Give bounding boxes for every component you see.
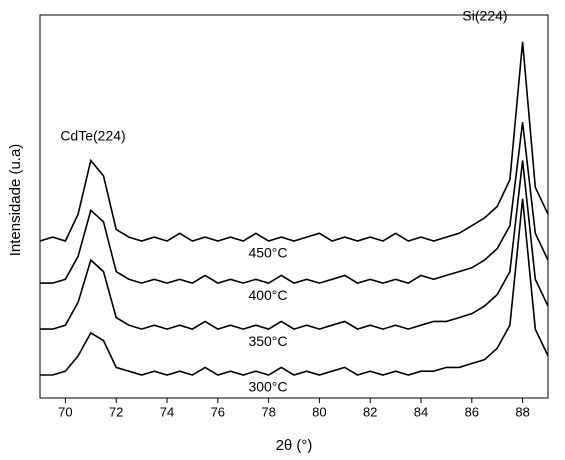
trace — [40, 122, 549, 284]
trace — [39, 41, 549, 242]
x-tick-label: 76 — [211, 404, 225, 419]
annotation: CdTe(224) — [60, 128, 125, 144]
x-axis-label: 2θ (°) — [276, 437, 313, 454]
x-tick-label: 80 — [312, 404, 326, 419]
trace — [40, 198, 549, 376]
y-axis-label: Intensidade (u.a) — [7, 144, 24, 257]
series-label: 450°C — [248, 245, 287, 261]
x-tick-label: 74 — [160, 404, 174, 419]
x-tick-label: 86 — [465, 404, 479, 419]
plot-frame — [39, 14, 549, 399]
x-tick-label: 72 — [109, 404, 123, 419]
series-label: 350°C — [248, 333, 287, 349]
x-tick-label: 70 — [58, 404, 72, 419]
series-label: 400°C — [248, 287, 287, 303]
trace — [40, 160, 549, 330]
x-tick-label: 82 — [363, 404, 377, 419]
series-label: 300°C — [248, 379, 287, 395]
x-tick-label: 88 — [515, 404, 529, 419]
x-tick-label: 78 — [261, 404, 275, 419]
x-tick-label: 84 — [414, 404, 428, 419]
annotation: Si(224) — [462, 8, 507, 24]
